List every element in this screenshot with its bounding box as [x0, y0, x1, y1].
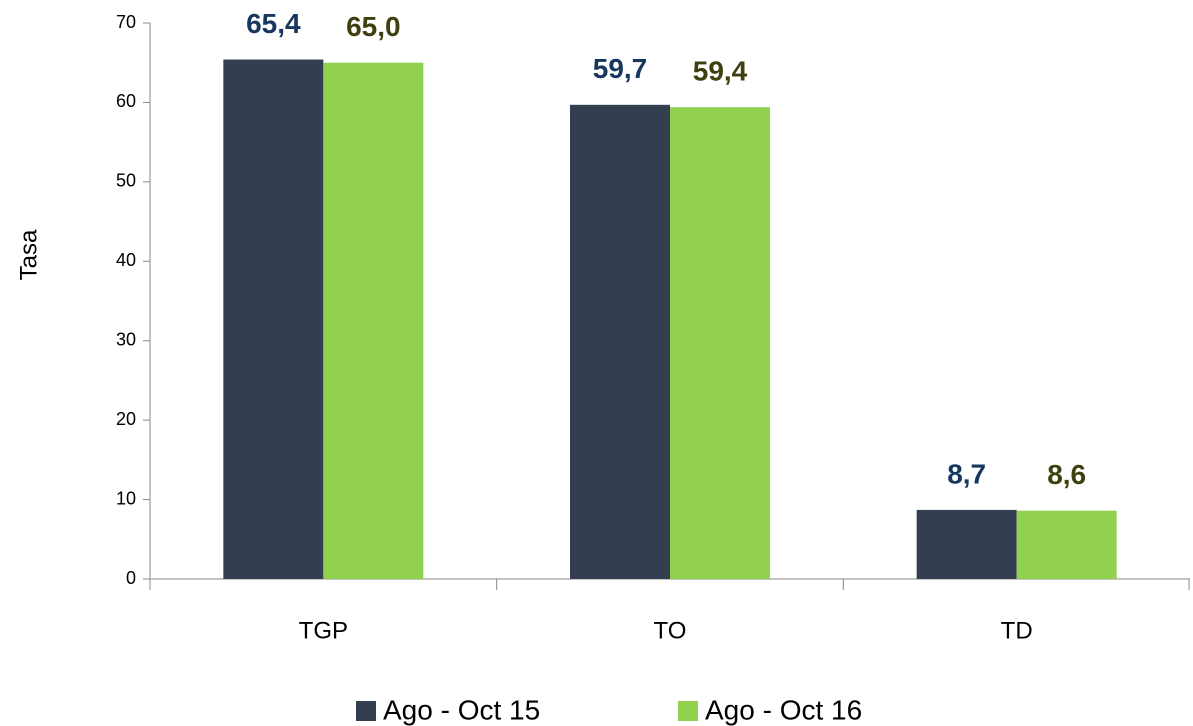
value-label: 59,7: [593, 53, 648, 84]
bar: [670, 107, 770, 580]
y-tick-label: 30: [116, 329, 136, 349]
y-tick-label: 0: [126, 568, 136, 588]
value-label: 65,0: [346, 11, 401, 42]
legend-label: Ago - Oct 16: [705, 694, 862, 725]
legend-swatch: [356, 701, 376, 721]
y-tick-label: 10: [116, 488, 136, 508]
legend-swatch: [678, 701, 698, 721]
y-axis-label: Tasa: [15, 229, 42, 280]
bar: [916, 509, 1017, 579]
x-tick-label: TGP: [299, 617, 348, 644]
y-tick-label: 70: [116, 12, 136, 32]
bar: [323, 62, 424, 579]
value-label: 59,4: [693, 56, 748, 87]
bar: [1016, 510, 1117, 579]
x-tick-label: TD: [1001, 617, 1033, 644]
bar: [223, 59, 324, 579]
legend-label: Ago - Oct 15: [383, 694, 540, 725]
value-label: 8,7: [947, 458, 986, 489]
y-tick-label: 50: [116, 171, 136, 191]
value-label: 8,6: [1047, 459, 1086, 490]
y-tick-label: 20: [116, 409, 136, 429]
y-tick-label: 60: [116, 91, 136, 111]
y-tick-label: 40: [116, 250, 136, 270]
bar: [570, 104, 670, 579]
value-label: 65,4: [246, 8, 301, 39]
x-tick-label: TO: [654, 617, 687, 644]
